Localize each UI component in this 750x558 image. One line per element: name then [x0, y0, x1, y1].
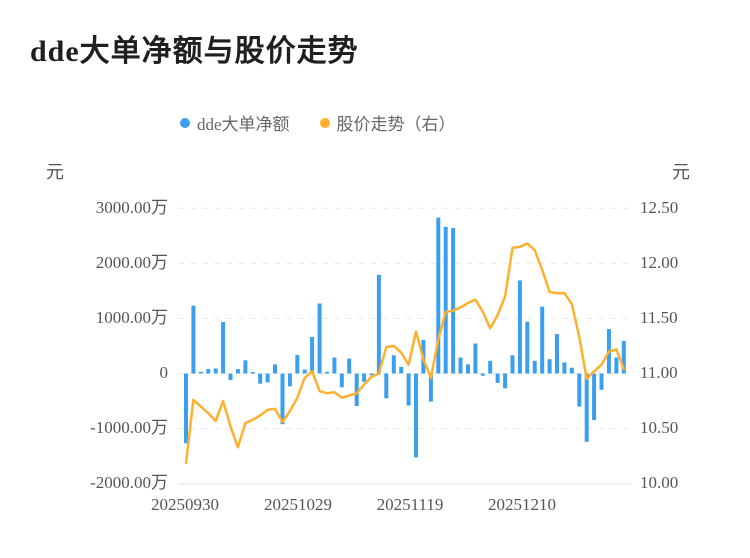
x-axis-tick: 20250930	[151, 495, 219, 514]
legend-blue-dot-icon	[180, 117, 190, 128]
right-axis-tick: 11.00	[640, 363, 678, 382]
right-axis-tick: 11.50	[640, 308, 678, 327]
left-axis-tick: 0	[159, 363, 169, 382]
legend: dde大单净额 股价走势（右）	[180, 110, 456, 135]
legend-label-dde-net: dde大单净额	[197, 115, 290, 134]
legend-orange-dot-icon	[319, 117, 330, 128]
right-axis-tick: 12.50	[640, 198, 679, 217]
right-axis-tick: 10.50	[640, 418, 679, 437]
legend-label-price-trend: 股价走势（右）	[336, 115, 456, 134]
x-axis-tick: 20251119	[376, 495, 444, 514]
right-axis-unit: 元	[672, 162, 690, 182]
chart-title: dde大单净额与股价走势	[30, 35, 359, 68]
left-axis-tick: 1000.00万	[95, 308, 168, 327]
legend-item-dde-net[interactable]: dde大单净额	[180, 110, 290, 135]
x-axis-tick: 20251029	[264, 495, 332, 514]
legend-item-price-trend[interactable]: 股价走势（右）	[319, 110, 456, 135]
right-axis-tick: 10.00	[640, 473, 679, 492]
x-axis-tick: 20251210	[488, 495, 556, 514]
right-axis-tick: 12.00	[640, 253, 679, 272]
left-axis-unit: 元	[46, 162, 64, 182]
left-axis-tick: 3000.00万	[95, 198, 168, 217]
left-axis-tick: -1000.00万	[90, 418, 168, 437]
left-axis-tick: -2000.00万	[90, 473, 168, 492]
left-axis-tick: 2000.00万	[95, 253, 168, 272]
